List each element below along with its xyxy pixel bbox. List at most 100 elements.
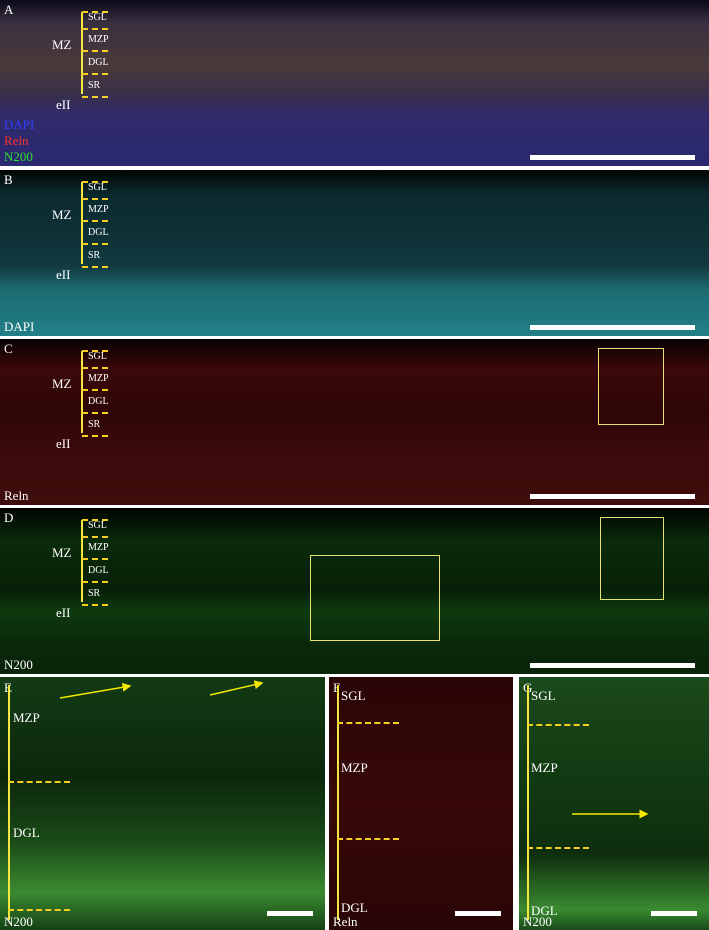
zone-label: MZP [88,204,109,215]
channel-label: Reln [4,488,29,503]
zone-label: SR [88,588,101,599]
zone-boundary [82,220,108,222]
zone-label: SGL [531,688,556,703]
zone-boundary [82,558,108,560]
zone-boundary [82,50,108,52]
zone-boundary [82,435,108,437]
region-label: eII [56,605,71,620]
arrow [59,682,132,699]
inset-panel: GSGLMZPDGLN200 [519,677,709,930]
zone-label: DGL [531,903,558,918]
panel: C SGL MZP DGL SR MZ eII Reln [0,339,709,505]
zone-label: MZP [341,760,368,775]
zone-label: MZP [88,373,109,384]
zone-boundary [337,838,399,840]
zone-boundary [82,350,108,352]
panel-letter: F [333,681,340,694]
panel-letter: A [4,2,14,17]
channel-label: N200 [4,657,33,672]
zone-boundary [82,243,108,245]
zone-label: DGL [13,825,40,840]
inset-box [310,555,440,641]
zone-axis [8,685,10,920]
zone-boundary [82,519,108,521]
bracket [81,351,83,433]
zone-label: SGL [341,688,366,703]
zone-label: SR [88,419,101,430]
panel: A SGL MZP DGL SR MZ eII DAPI Reln N200 [0,0,709,166]
zone-label: SGL [88,182,107,193]
region-label: MZ [52,207,72,222]
panel-letter: E [4,681,12,694]
panel: B SGL MZP DGL SR MZ eII DAPI [0,170,709,336]
zone-axis [337,685,339,920]
zone-label: DGL [88,57,109,68]
zone-boundary [527,724,589,726]
channel-label: N200 [4,149,33,164]
zone-label: SR [88,80,101,91]
zone-label: DGL [88,227,109,238]
zone-boundary [82,604,108,606]
zone-boundary [82,266,108,268]
region-label: eII [56,436,71,451]
zone-boundary [82,11,108,13]
inset-box [600,517,664,600]
zone-label: DGL [88,396,109,407]
channel-label: DAPI [4,319,35,334]
panel: D SGL MZP DGL SR MZ eII N200 [0,508,709,674]
channel-label: N200 [4,914,33,929]
zone-boundary [82,389,108,391]
scale-bar [455,911,501,916]
channel-label: Reln [333,914,358,929]
zone-boundary [8,781,70,783]
zone-label: SGL [88,351,107,362]
scale-bar [530,155,695,160]
scale-bar [530,663,695,668]
bracket [81,12,83,94]
zone-boundary [82,181,108,183]
zone-label: SR [88,250,101,261]
scale-bar [651,911,697,916]
panel-letter: B [4,172,13,187]
zone-label: MZP [13,710,40,725]
zone-label: SGL [88,12,107,23]
zone-boundary [82,367,108,369]
region-label: MZ [52,376,72,391]
scale-bar [530,325,695,330]
bracket [81,182,83,264]
region-label: eII [56,267,71,282]
scale-bar [267,911,313,916]
region-label: MZ [52,37,72,52]
zone-label: MZP [88,34,109,45]
inset-box [598,348,664,425]
zone-boundary [82,28,108,30]
zone-boundary [82,198,108,200]
zone-boundary [82,96,108,98]
region-label: eII [56,97,71,112]
scale-bar [530,494,695,499]
zone-label: MZP [531,760,558,775]
region-label: MZ [52,545,72,560]
zone-boundary [8,909,70,911]
zone-label: SGL [88,520,107,531]
zone-boundary [82,581,108,583]
channel-label: Reln [4,133,29,148]
zone-boundary [82,73,108,75]
zone-boundary [337,722,399,724]
channel-label: N200 [523,914,552,929]
zone-boundary [82,536,108,538]
zone-label: DGL [88,565,109,576]
zone-boundary [82,412,108,414]
zone-label: DGL [341,900,368,915]
channel-label: DAPI [4,117,35,132]
zone-boundary [527,847,589,849]
panel-letter: C [4,341,13,356]
arrow [209,680,264,696]
bracket [81,520,83,602]
panel-letter: D [4,510,14,525]
inset-panel: E MZP DGL N200 [0,677,325,930]
zone-axis [527,685,529,920]
